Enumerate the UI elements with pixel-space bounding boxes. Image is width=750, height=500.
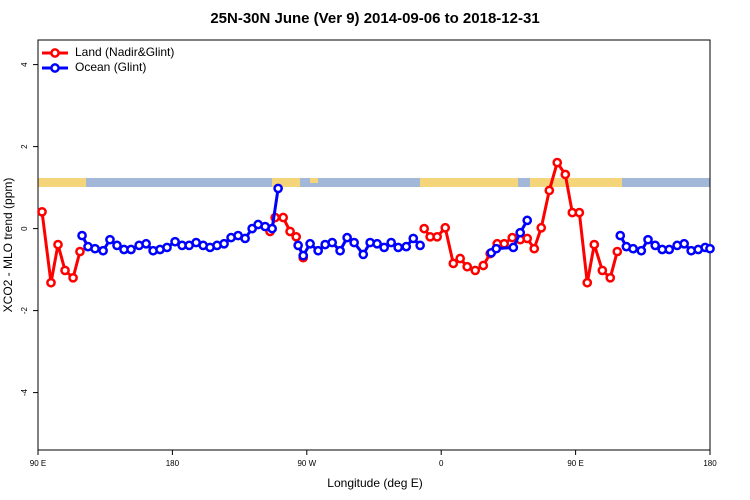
data-point: [650, 240, 661, 251]
data-point: [313, 245, 323, 256]
data-point: [560, 169, 571, 180]
data-point: [605, 272, 616, 283]
data-point: [462, 261, 473, 272]
data-point: [491, 243, 502, 254]
data-point: [705, 243, 715, 254]
data-point: [219, 238, 229, 249]
data-point: [664, 244, 675, 255]
data-point: [327, 237, 338, 248]
legend-marker: [50, 63, 60, 73]
data-point: [285, 226, 295, 237]
land-band: [310, 178, 318, 183]
data-point: [335, 245, 345, 256]
data-point: [415, 240, 425, 251]
data-point: [612, 246, 623, 257]
data-point: [273, 183, 283, 194]
data-point: [628, 243, 638, 254]
land-band: [420, 178, 518, 187]
data-point: [358, 249, 369, 260]
y-tick-label: -2: [20, 306, 29, 314]
legend-marker: [50, 48, 60, 58]
land-band: [272, 178, 300, 187]
data-point: [305, 238, 315, 249]
land-band: [38, 178, 86, 187]
x-tick-label: 0: [439, 459, 444, 468]
legend-label: Ocean (Glint): [75, 60, 146, 74]
land-band: [530, 178, 622, 187]
ocean-band: [38, 178, 710, 187]
data-point: [240, 233, 250, 244]
data-point: [455, 253, 466, 264]
data-point: [75, 246, 85, 257]
data-point: [470, 265, 481, 276]
data-point: [499, 238, 510, 249]
x-tick-label: 90 W: [297, 459, 316, 468]
data-point: [60, 265, 70, 276]
data-point: [597, 265, 608, 276]
data-point: [589, 239, 600, 250]
legend-label: Land (Nadir&Glint): [75, 45, 174, 59]
data-point: [90, 243, 100, 254]
data-point: [401, 241, 412, 252]
x-tick-label: 90 E: [30, 459, 46, 468]
data-point: [440, 222, 451, 233]
data-point: [46, 277, 56, 288]
data-point: [112, 240, 122, 251]
x-tick-label: 180: [166, 459, 180, 468]
y-tick-label: 0: [20, 226, 29, 231]
data-point: [349, 237, 359, 248]
data-point: [77, 230, 87, 241]
data-point: [37, 206, 47, 217]
y-tick-label: 2: [20, 144, 29, 149]
data-point: [293, 240, 303, 251]
data-point: [478, 260, 489, 271]
data-point: [522, 233, 533, 244]
data-point: [53, 239, 63, 250]
data-point: [162, 242, 172, 253]
y-tick-label: -4: [20, 388, 29, 396]
data-point: [432, 231, 443, 242]
data-point: [643, 234, 653, 245]
chart-title: 25N-30N June (Ver 9) 2014-09-06 to 2018-…: [210, 10, 539, 27]
data-point: [68, 272, 78, 283]
data-point: [126, 244, 136, 255]
data-point: [141, 238, 151, 249]
data-point: [636, 245, 647, 256]
y-axis-label: XCO2 - MLO trend (ppm): [1, 178, 15, 313]
data-point: [105, 234, 115, 245]
data-point: [267, 223, 278, 234]
data-point: [515, 227, 526, 238]
data-point: [508, 242, 519, 253]
data-point: [372, 238, 382, 249]
y-tick-label: 4: [20, 62, 29, 67]
data-point: [386, 237, 397, 248]
data-point: [342, 232, 352, 243]
land-mask-band: [38, 178, 710, 187]
data-point: [408, 233, 419, 244]
data-point: [552, 157, 563, 168]
data-point: [536, 222, 547, 233]
data-point: [170, 236, 180, 247]
data-point: [379, 242, 390, 253]
data-point: [298, 250, 309, 261]
data-point: [582, 277, 593, 288]
data-point: [278, 212, 289, 223]
data-point: [291, 231, 302, 242]
data-point: [522, 215, 533, 226]
data-point: [544, 185, 555, 196]
x-tick-label: 90 E: [567, 459, 583, 468]
x-axis-label: Longitude (deg E): [327, 476, 422, 490]
data-point: [419, 223, 430, 234]
x-tick-label: 180: [703, 459, 717, 468]
data-point: [574, 207, 585, 218]
data-point: [679, 238, 690, 249]
data-point: [393, 242, 404, 253]
data-point: [529, 243, 540, 254]
data-point: [98, 245, 108, 256]
data-point: [615, 230, 626, 241]
data-point: [448, 258, 459, 269]
data-point: [507, 232, 518, 243]
